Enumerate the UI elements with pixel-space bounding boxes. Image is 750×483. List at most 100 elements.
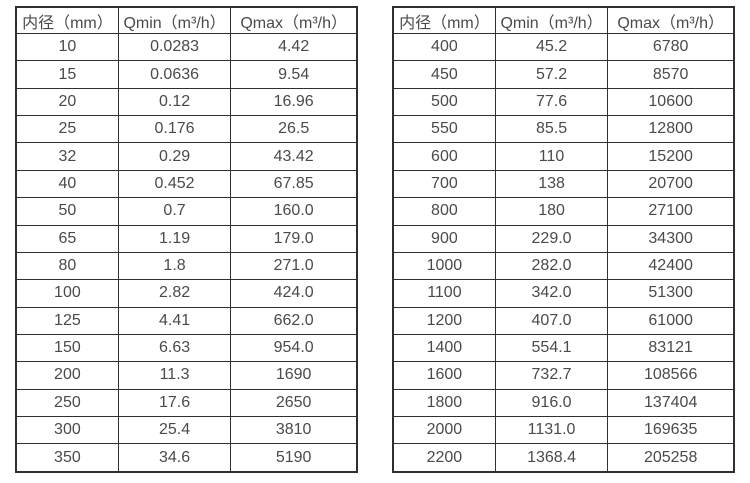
- cell-inner-diameter: 400: [392, 32, 496, 62]
- table-row: 15 0.0636 9.54: [15, 60, 358, 89]
- cell-qmax: 954.0: [230, 333, 358, 363]
- cell-inner-diameter: 500: [392, 87, 496, 117]
- cell-qmin: 1.19: [117, 224, 232, 253]
- cell-qmax: 27100: [607, 197, 735, 226]
- table-row: 20 0.12 16.96: [15, 87, 358, 117]
- table-row: 2000 1131.0 169635: [392, 416, 735, 445]
- col-header-inner-diameter: 内径（mm）: [15, 6, 119, 34]
- table-row: 700 138 20700: [392, 169, 735, 199]
- cell-qmin: 1.8: [117, 251, 232, 281]
- col-header-qmax: Qmax（m³/h）: [230, 6, 358, 34]
- cell-inner-diameter: 1600: [392, 361, 496, 390]
- cell-qmax: 16.96: [230, 87, 358, 117]
- cell-qmin: 282.0: [494, 251, 609, 281]
- cell-qmax: 8570: [607, 60, 735, 89]
- cell-qmin: 0.452: [117, 169, 232, 199]
- cell-qmax: 61000: [607, 306, 735, 335]
- table-row: 900 229.0 34300: [392, 224, 735, 253]
- cell-qmin: 6.63: [117, 333, 232, 363]
- header-row: 内径（mm） Qmin（m³/h） Qmax（m³/h）: [392, 6, 735, 34]
- cell-qmax: 1690: [230, 361, 358, 390]
- cell-qmax: 34300: [607, 224, 735, 253]
- cell-qmin: 110: [494, 142, 609, 171]
- cell-inner-diameter: 32: [15, 142, 119, 171]
- table-row: 300 25.4 3810: [15, 416, 358, 445]
- cell-inner-diameter: 80: [15, 251, 119, 281]
- table-row: 80 1.8 271.0: [15, 251, 358, 281]
- col-header-qmin: Qmin（m³/h）: [117, 6, 232, 34]
- cell-qmax: 42400: [607, 251, 735, 281]
- cell-qmin: 1368.4: [494, 443, 609, 473]
- cell-qmin: 77.6: [494, 87, 609, 117]
- table-row: 400 45.2 6780: [392, 32, 735, 62]
- cell-qmin: 180: [494, 197, 609, 226]
- cell-qmin: 17.6: [117, 388, 232, 418]
- table-row: 1200 407.0 61000: [392, 306, 735, 335]
- cell-qmin: 0.7: [117, 197, 232, 226]
- table-row: 100 2.82 424.0: [15, 279, 358, 308]
- cell-qmax: 9.54: [230, 60, 358, 89]
- cell-inner-diameter: 200: [15, 361, 119, 390]
- cell-inner-diameter: 20: [15, 87, 119, 117]
- table-row: 550 85.5 12800: [392, 115, 735, 144]
- cell-qmin: 45.2: [494, 32, 609, 62]
- cell-qmin: 0.0283: [117, 32, 232, 62]
- table-row: 25 0.176 26.5: [15, 115, 358, 144]
- table-row: 450 57.2 8570: [392, 60, 735, 89]
- cell-qmax: 108566: [607, 361, 735, 390]
- cell-qmax: 5190: [230, 443, 358, 473]
- cell-qmin: 2.82: [117, 279, 232, 308]
- cell-qmin: 25.4: [117, 416, 232, 445]
- cell-inner-diameter: 1800: [392, 388, 496, 418]
- cell-qmin: 0.176: [117, 115, 232, 144]
- col-header-qmin: Qmin（m³/h）: [494, 6, 609, 34]
- cell-qmin: 554.1: [494, 333, 609, 363]
- cell-qmax: 15200: [607, 142, 735, 171]
- cell-qmin: 916.0: [494, 388, 609, 418]
- header-row: 内径（mm） Qmin（m³/h） Qmax（m³/h）: [15, 6, 358, 34]
- cell-qmin: 732.7: [494, 361, 609, 390]
- cell-qmax: 51300: [607, 279, 735, 308]
- cell-qmax: 169635: [607, 416, 735, 445]
- table-row: 1100 342.0 51300: [392, 279, 735, 308]
- cell-qmin: 34.6: [117, 443, 232, 473]
- cell-inner-diameter: 700: [392, 169, 496, 199]
- table-row: 1600 732.7 108566: [392, 361, 735, 390]
- cell-qmin: 407.0: [494, 306, 609, 335]
- cell-qmax: 137404: [607, 388, 735, 418]
- cell-qmax: 83121: [607, 333, 735, 363]
- cell-inner-diameter: 1000: [392, 251, 496, 281]
- cell-inner-diameter: 800: [392, 197, 496, 226]
- cell-inner-diameter: 125: [15, 306, 119, 335]
- col-header-qmax: Qmax（m³/h）: [607, 6, 735, 34]
- cell-qmax: 271.0: [230, 251, 358, 281]
- cell-inner-diameter: 100: [15, 279, 119, 308]
- cell-qmin: 0.29: [117, 142, 232, 171]
- cell-qmax: 2650: [230, 388, 358, 418]
- cell-qmax: 26.5: [230, 115, 358, 144]
- cell-inner-diameter: 2200: [392, 443, 496, 473]
- table-row: 50 0.7 160.0: [15, 197, 358, 226]
- cell-qmax: 20700: [607, 169, 735, 199]
- cell-inner-diameter: 900: [392, 224, 496, 253]
- cell-inner-diameter: 250: [15, 388, 119, 418]
- cell-inner-diameter: 450: [392, 60, 496, 89]
- cell-inner-diameter: 10: [15, 32, 119, 62]
- col-header-inner-diameter: 内径（mm）: [392, 6, 496, 34]
- cell-inner-diameter: 550: [392, 115, 496, 144]
- cell-qmin: 4.41: [117, 306, 232, 335]
- cell-qmax: 43.42: [230, 142, 358, 171]
- cell-qmax: 10600: [607, 87, 735, 117]
- table-row: 600 110 15200: [392, 142, 735, 171]
- table-row: 250 17.6 2650: [15, 388, 358, 418]
- cell-qmax: 3810: [230, 416, 358, 445]
- table-row: 2200 1368.4 205258: [392, 443, 735, 473]
- table-row: 10 0.0283 4.42: [15, 32, 358, 62]
- cell-qmin: 57.2: [494, 60, 609, 89]
- cell-inner-diameter: 25: [15, 115, 119, 144]
- cell-qmin: 0.0636: [117, 60, 232, 89]
- flow-table-small-diameters: 内径（mm） Qmin（m³/h） Qmax（m³/h） 10 0.0283 4.4…: [15, 6, 358, 473]
- cell-inner-diameter: 1100: [392, 279, 496, 308]
- cell-inner-diameter: 350: [15, 443, 119, 473]
